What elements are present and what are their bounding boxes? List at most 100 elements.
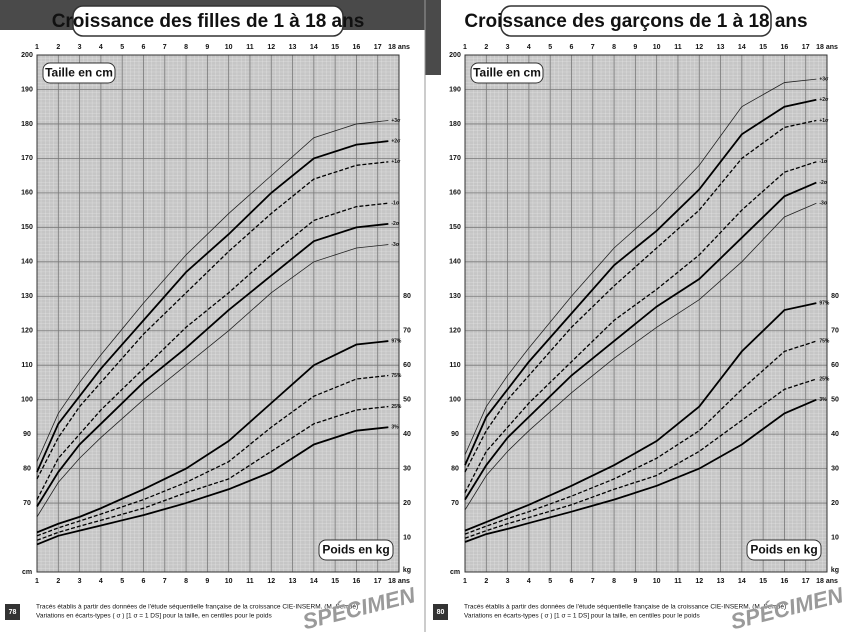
curve-label: -1σ	[391, 201, 399, 207]
x-tick-label: 15	[759, 578, 767, 585]
y-tick-label: 90	[451, 431, 459, 438]
plot-grid	[465, 55, 827, 572]
curve	[36, 244, 389, 518]
x-tick-label: 8	[184, 44, 188, 51]
x-tick-label: 17	[374, 578, 382, 585]
x-tick-label: 17	[374, 44, 382, 51]
x-tick-label: 11	[674, 578, 682, 585]
curve	[464, 78, 817, 455]
footnote: Tracés établis à partir des données de l…	[36, 604, 358, 611]
y-tick-label: 100	[21, 397, 33, 404]
watermark: SPÉCIMEN	[300, 582, 419, 632]
curve	[36, 161, 389, 480]
curve	[464, 181, 817, 501]
x-tick-label: 4	[527, 578, 531, 585]
x-tick-label: 3	[78, 578, 82, 585]
x-tick-label: 17	[802, 44, 810, 51]
curve	[36, 202, 389, 500]
y-tick-label: 170	[21, 155, 33, 162]
curve-label: 75%	[391, 373, 402, 379]
curve-label: 25%	[819, 376, 830, 382]
curve-label: +1σ	[391, 159, 401, 165]
x-tick-label: 16	[781, 44, 789, 51]
x-tick-label: 17	[802, 578, 810, 585]
y2-tick-label: 60	[403, 362, 411, 369]
x-tick-label: 2	[56, 578, 60, 585]
y2-label-box	[318, 539, 394, 561]
footnote: Tracés établis à partir des données de l…	[464, 604, 786, 611]
x-tick-label: 13	[717, 578, 725, 585]
y2-tick-label: 80	[831, 293, 839, 300]
curve-label: +1σ	[819, 118, 829, 124]
curve-label: -3σ	[819, 201, 827, 207]
curve-label: 97%	[819, 300, 830, 306]
x-tick-label: 14	[738, 44, 746, 51]
x-tick-label: 16	[353, 578, 361, 585]
curve-label: +3σ	[391, 118, 401, 124]
x-tick-label: 15	[331, 578, 339, 585]
x-tick-label: 13	[289, 578, 297, 585]
x-tick-label: 1	[35, 44, 39, 51]
y-tick-label: 140	[449, 259, 461, 266]
x-tick-label: 16	[353, 44, 361, 51]
x-tick-label: 1	[35, 578, 39, 585]
x-tick-label: 12	[695, 578, 703, 585]
y2-tick-label: 20	[403, 500, 411, 507]
y2-tick-label: 30	[831, 465, 839, 472]
x-tick-label: 3	[506, 44, 510, 51]
y2-tick-label: 50	[403, 397, 411, 404]
plot-frame	[36, 54, 400, 573]
curve	[36, 140, 389, 473]
plot-frame	[464, 54, 828, 573]
y-tick-label: 100	[449, 397, 461, 404]
curve-label: -2σ	[819, 180, 827, 186]
x-tick-label: 9	[633, 44, 637, 51]
chart-title: Croissance des garçons de 1 à 18 ans	[464, 11, 807, 32]
y2-tick-label: 50	[831, 397, 839, 404]
x-tick-label: 3	[78, 44, 82, 51]
y2-tick-label: 10	[831, 534, 839, 541]
x-tick-label: 10	[225, 578, 233, 585]
curve-label: 3%	[819, 397, 827, 403]
x-tick-label: 18 ans	[816, 44, 838, 51]
y-tick-label: 190	[21, 86, 33, 93]
watermark: SPÉCIMEN	[728, 582, 847, 632]
curve-label: +3σ	[819, 76, 829, 82]
y-tick-label: 110	[449, 362, 460, 369]
x-tick-label: 1	[463, 578, 467, 585]
x-tick-label: 13	[289, 44, 297, 51]
y2-tick-label: 20	[831, 500, 839, 507]
curve-label: -3σ	[391, 242, 399, 248]
y-tick-label: 180	[449, 121, 461, 128]
curve	[464, 98, 817, 466]
curve	[464, 340, 817, 535]
curve	[36, 340, 389, 534]
x-tick-label: 6	[570, 44, 574, 51]
x-tick-label: 5	[548, 578, 552, 585]
curve	[36, 120, 389, 462]
curve	[464, 378, 817, 539]
x-tick-label: 6	[142, 44, 146, 51]
curve	[36, 405, 389, 541]
y-tick-label: 200	[449, 52, 461, 59]
y2-unit: kg	[403, 567, 411, 574]
curve-label: 3%	[391, 425, 399, 431]
x-tick-label: 10	[653, 578, 661, 585]
x-tick-label: 7	[163, 44, 167, 51]
x-tick-label: 10	[653, 44, 661, 51]
curve-label: -1σ	[819, 159, 827, 165]
y-tick-label: 70	[451, 500, 459, 507]
y2-tick-label: 10	[403, 534, 411, 541]
x-tick-label: 8	[184, 578, 188, 585]
title-box	[72, 5, 344, 37]
page-number: 80	[437, 609, 445, 616]
curve	[36, 374, 389, 537]
y-tick-label: 150	[21, 224, 33, 231]
y2-unit: kg	[831, 567, 839, 574]
chart-title: Croissance des filles de 1 à 18 ans	[52, 11, 365, 32]
x-tick-label: 2	[56, 44, 60, 51]
y-tick-label: 80	[451, 465, 459, 472]
x-tick-label: 4	[99, 578, 103, 585]
x-tick-label: 18 ans	[388, 44, 410, 51]
y2-label: Poids en kg	[322, 543, 389, 557]
